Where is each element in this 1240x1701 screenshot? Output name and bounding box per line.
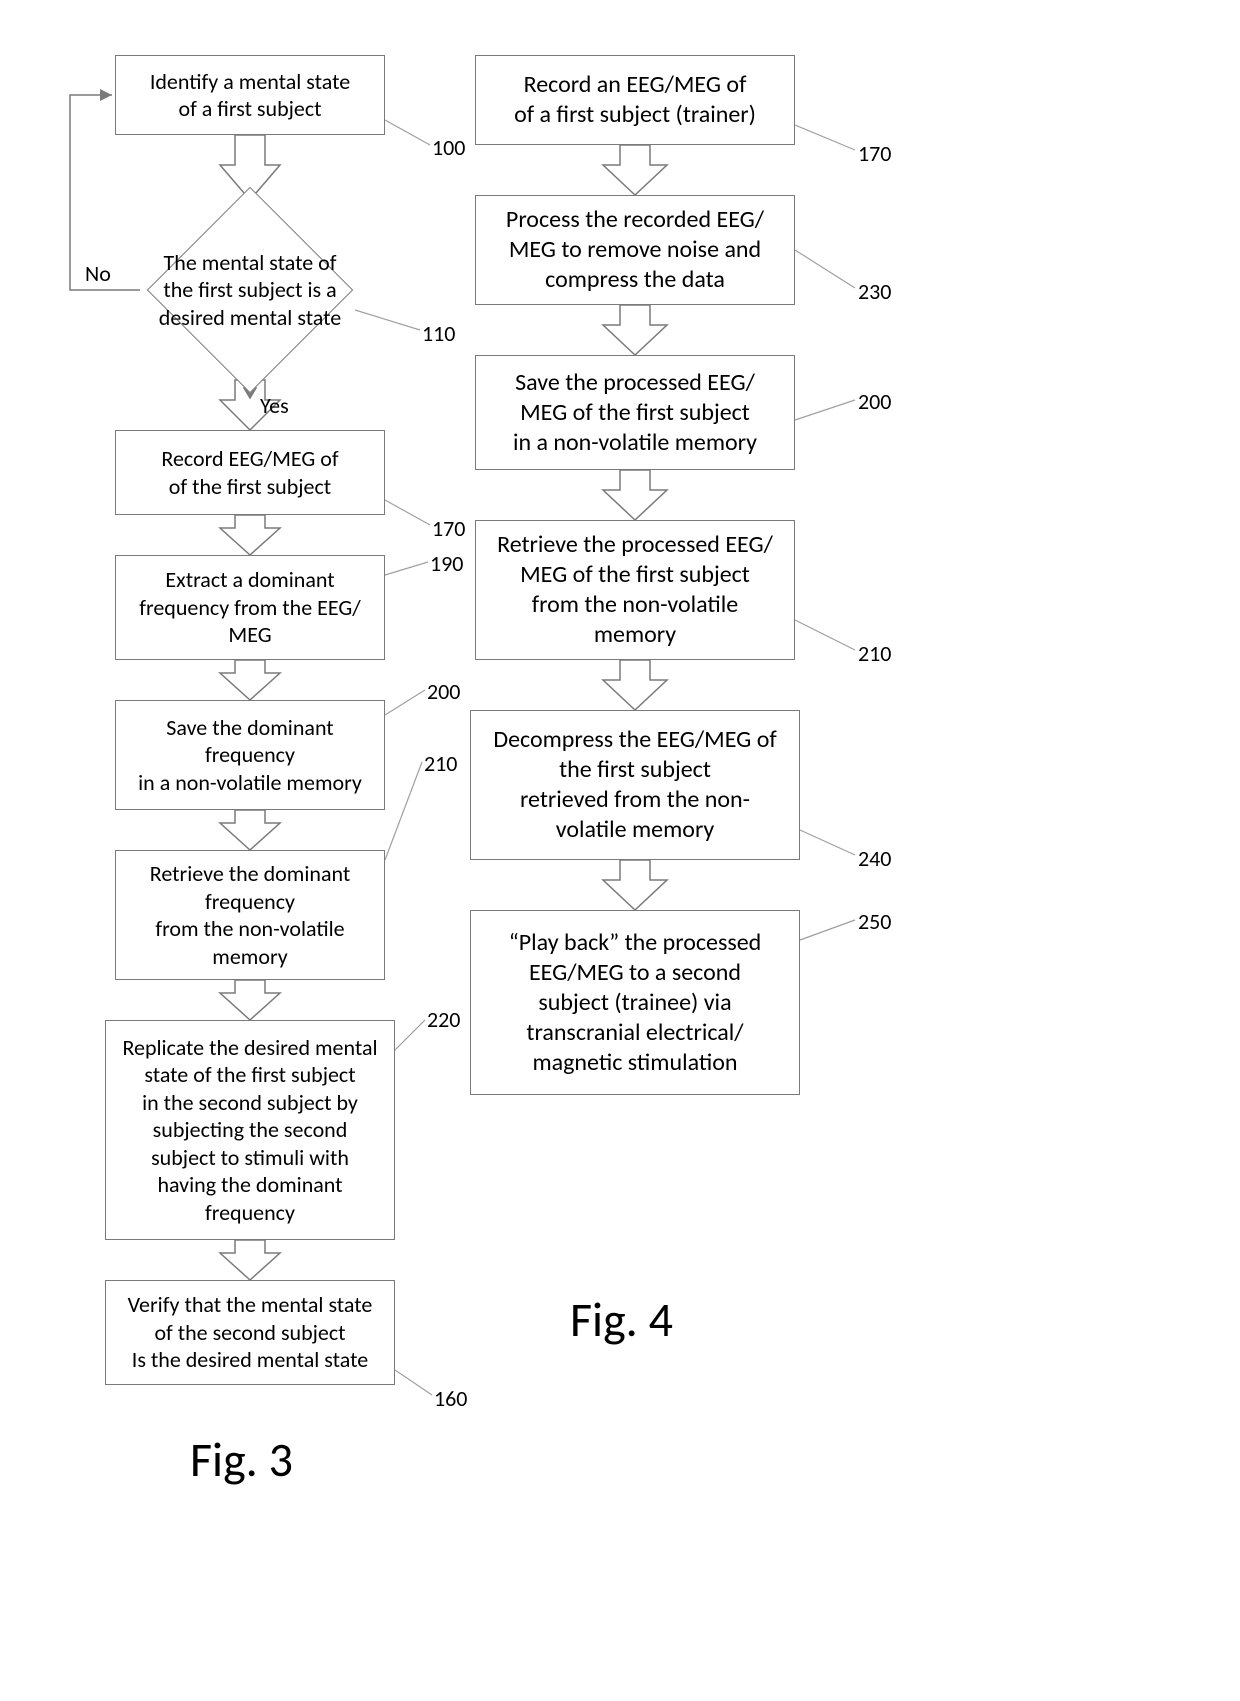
node-text: Extract a dominantfrequency from the EEG… bbox=[139, 566, 361, 649]
node-text: Record an EEG/MEG ofof a first subject (… bbox=[514, 70, 756, 130]
ref-200a: 200 bbox=[427, 678, 460, 705]
ref-250: 250 bbox=[858, 908, 891, 935]
ref-210b: 210 bbox=[858, 640, 891, 667]
node-text: Save the processed EEG/MEG of the first … bbox=[513, 368, 757, 458]
node-text: Process the recorded EEG/MEG to remove n… bbox=[506, 205, 764, 295]
node-save-dominant-freq: Save the dominantfrequencyin a non-volat… bbox=[115, 700, 385, 810]
node-text: Retrieve the processed EEG/MEG of the fi… bbox=[497, 530, 773, 650]
node-text: The mental state ofthe first subject is … bbox=[159, 249, 341, 332]
node-text: “Play back” the processedEEG/MEG to a se… bbox=[509, 928, 762, 1078]
node-text: Decompress the EEG/MEG ofthe first subje… bbox=[493, 725, 776, 845]
node-record-eeg-trainer: Record an EEG/MEG ofof a first subject (… bbox=[475, 55, 795, 145]
node-extract-dominant-freq: Extract a dominantfrequency from the EEG… bbox=[115, 555, 385, 660]
fig4-title: Fig. 4 bbox=[570, 1290, 673, 1349]
page-canvas: Identify a mental stateof a first subjec… bbox=[0, 0, 1240, 1701]
ref-100: 100 bbox=[432, 134, 465, 161]
node-verify-mental-state: Verify that the mental stateof the secon… bbox=[105, 1280, 395, 1385]
node-identify-mental-state: Identify a mental stateof a first subjec… bbox=[115, 55, 385, 135]
node-text: Record EEG/MEG ofof the first subject bbox=[161, 445, 338, 500]
node-text: Verify that the mental stateof the secon… bbox=[128, 1291, 373, 1374]
label-no: No bbox=[85, 260, 111, 287]
ref-170a: 170 bbox=[432, 515, 465, 542]
node-replicate-mental-state: Replicate the desired mentalstate of the… bbox=[105, 1020, 395, 1240]
ref-110: 110 bbox=[422, 320, 455, 347]
ref-200b: 200 bbox=[858, 388, 891, 415]
node-retrieve-dominant-freq: Retrieve the dominantfrequencyfrom the n… bbox=[115, 850, 385, 980]
node-text: Retrieve the dominantfrequencyfrom the n… bbox=[150, 860, 350, 970]
ref-210a: 210 bbox=[424, 750, 457, 777]
fig3-title: Fig. 3 bbox=[190, 1430, 293, 1489]
ref-220: 220 bbox=[427, 1006, 460, 1033]
node-retrieve-processed-eeg: Retrieve the processed EEG/MEG of the fi… bbox=[475, 520, 795, 660]
node-process-eeg: Process the recorded EEG/MEG to remove n… bbox=[475, 195, 795, 305]
node-decompress-eeg: Decompress the EEG/MEG ofthe first subje… bbox=[470, 710, 800, 860]
label-yes: Yes bbox=[260, 392, 289, 419]
ref-170b: 170 bbox=[858, 140, 891, 167]
node-text: Save the dominantfrequencyin a non-volat… bbox=[138, 714, 362, 797]
ref-190: 190 bbox=[430, 550, 463, 577]
ref-240: 240 bbox=[858, 845, 891, 872]
node-play-back-eeg: “Play back” the processedEEG/MEG to a se… bbox=[470, 910, 800, 1095]
ref-230: 230 bbox=[858, 278, 891, 305]
node-text: Replicate the desired mentalstate of the… bbox=[122, 1034, 377, 1227]
node-text: Identify a mental stateof a first subjec… bbox=[150, 68, 350, 123]
ref-160: 160 bbox=[434, 1385, 467, 1412]
node-record-eeg-meg: Record EEG/MEG ofof the first subject bbox=[115, 430, 385, 515]
node-is-desired-state: The mental state ofthe first subject is … bbox=[145, 205, 355, 375]
node-save-processed-eeg: Save the processed EEG/MEG of the first … bbox=[475, 355, 795, 470]
